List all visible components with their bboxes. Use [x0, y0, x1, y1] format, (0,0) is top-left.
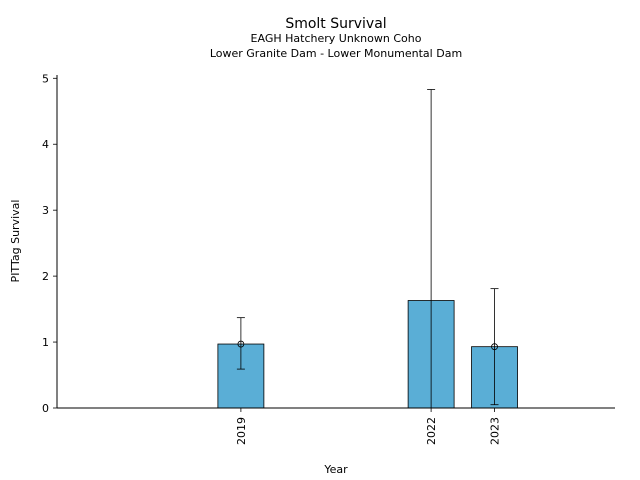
point-estimate-marker-2023 [491, 343, 498, 351]
y-tick-label-0: 0 [42, 402, 49, 415]
x-tick-label-2023: 2023 [489, 417, 502, 445]
y-tick-label-5: 5 [42, 72, 49, 85]
chart-title: Smolt Survival [285, 16, 386, 32]
chart-subtitle-line-1: EAGH Hatchery Unknown Coho [251, 32, 422, 45]
y-tick-label-4: 4 [42, 138, 49, 151]
y-axis-label: PITTag Survival [9, 200, 22, 283]
y-tick-label-3: 3 [42, 204, 49, 217]
chart-subtitle-line-2: Lower Granite Dam - Lower Monumental Dam [210, 47, 462, 60]
plot-area [217, 89, 518, 409]
y-tick-label-2: 2 [42, 270, 49, 283]
point-estimate-marker-2019 [237, 340, 245, 348]
x-tick-label-2019: 2019 [235, 417, 248, 445]
x-tick-label-2022: 2022 [425, 417, 438, 445]
x-axis-label: Year [323, 463, 348, 476]
y-tick-label-1: 1 [42, 336, 49, 349]
